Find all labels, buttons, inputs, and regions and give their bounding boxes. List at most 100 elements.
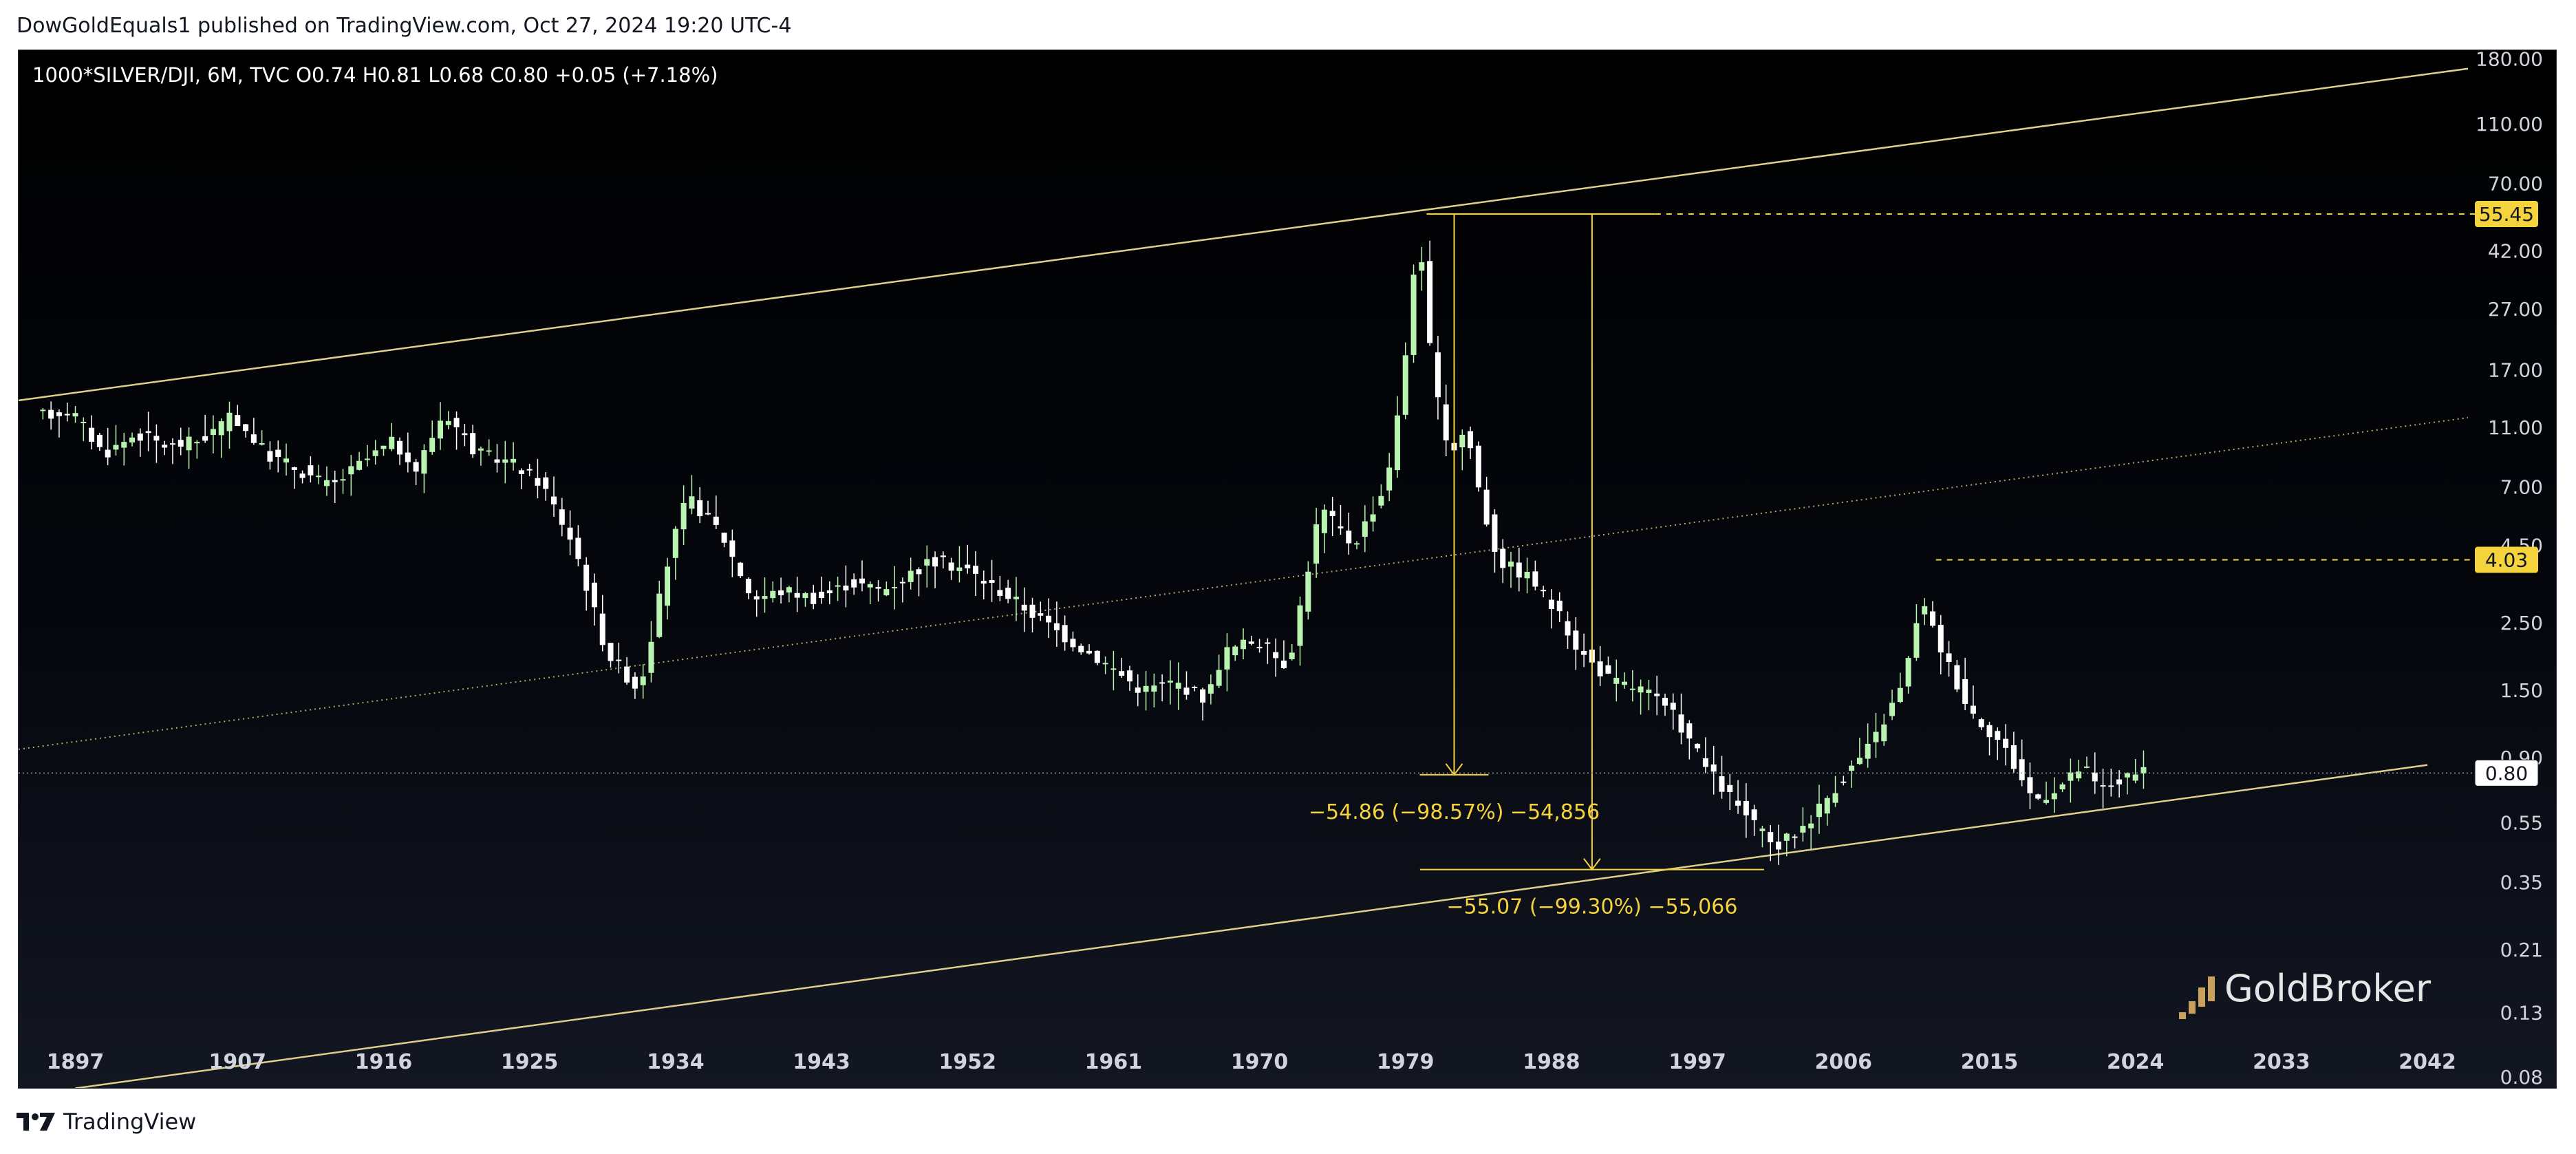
- candle-body: [811, 592, 817, 604]
- candle-body: [908, 570, 914, 582]
- candle-body: [1346, 531, 1352, 544]
- candle-body: [745, 579, 751, 594]
- candle-body: [1053, 623, 1060, 630]
- price-label-box: [2474, 759, 2539, 787]
- candle-body: [1338, 526, 1344, 528]
- tradingview-footer[interactable]: TradingView: [17, 1107, 196, 1137]
- candle-body: [875, 586, 881, 589]
- candle-body: [1929, 611, 1935, 626]
- channel-line-upper: [19, 67, 2469, 402]
- price-tick-label: 2.50: [2500, 612, 2543, 634]
- price-tick-label: 0.35: [2500, 871, 2543, 894]
- price-label: 0.80: [2485, 762, 2528, 784]
- candle-body: [470, 433, 476, 455]
- time-tick-label: 1897: [47, 1050, 105, 1074]
- candle-body: [1776, 842, 1782, 850]
- candle-body: [1419, 262, 1425, 271]
- candle-body: [648, 641, 654, 673]
- goldbroker-wordmark: GoldBroker: [2224, 967, 2432, 1010]
- candle-body: [1783, 833, 1790, 841]
- candle-body: [2132, 774, 2138, 781]
- candle-body: [380, 445, 387, 449]
- candle-body: [1840, 781, 1847, 783]
- candle-body: [997, 590, 1003, 596]
- candle-body: [1192, 686, 1198, 688]
- candle-body: [1402, 355, 1408, 415]
- candle-body: [1792, 836, 1798, 838]
- candle-body: [1800, 826, 1806, 833]
- candle-body: [1200, 689, 1206, 703]
- legend-text: 1000*SILVER/DJI, 6M, TVC O0.74 H0.81 L0.…: [32, 63, 718, 87]
- candle-body: [762, 596, 768, 599]
- time-tick-label: 2042: [2398, 1050, 2456, 1074]
- candle-body: [567, 527, 573, 540]
- candle-body: [1232, 646, 1238, 656]
- candle-body: [608, 643, 614, 661]
- candle-body: [786, 587, 792, 592]
- candle-body: [1386, 467, 1393, 491]
- goldbroker-logo-icon: [2198, 987, 2205, 1007]
- candle-body: [835, 585, 841, 587]
- tradingview-logo-icon: [17, 1113, 55, 1131]
- candle-body: [1119, 671, 1125, 676]
- candle-body: [1735, 800, 1741, 806]
- candle-body: [778, 590, 784, 595]
- candle-body: [323, 480, 330, 487]
- price-chart[interactable]: −54.86 (−98.57%) −54,856 −55.07 (−99.30%)…: [19, 50, 2556, 1088]
- candle-body: [1548, 599, 1554, 610]
- candle-body: [1532, 571, 1538, 587]
- time-tick-label: 1916: [355, 1050, 413, 1074]
- candle-body: [956, 567, 963, 571]
- candle-body: [1865, 743, 1871, 759]
- candle-body: [583, 564, 590, 591]
- candle-body: [1995, 731, 2001, 740]
- candle-body: [632, 676, 638, 689]
- candle-body: [1597, 661, 1603, 676]
- channel-line-lower: [75, 764, 2428, 1088]
- candle-body: [1605, 665, 1611, 674]
- candle-body: [1662, 698, 1668, 706]
- chart-panel[interactable]: −54.86 (−98.57%) −54,856 −55.07 (−99.30%)…: [18, 50, 2557, 1089]
- price-tick-label: 11.00: [2488, 416, 2543, 439]
- candle-body: [1086, 650, 1093, 654]
- time-tick-label: 1988: [1523, 1050, 1580, 1074]
- candle-body: [2083, 766, 2090, 768]
- time-tick-label: 1961: [1085, 1050, 1143, 1074]
- time-tick-label: 1934: [647, 1050, 705, 1074]
- price-tick-label: 110.00: [2476, 113, 2543, 136]
- candle-body: [826, 590, 833, 594]
- time-axis: 1897 1907 1916 1925 1934 1943 1952 1961 1970 1979…: [47, 1050, 2456, 1074]
- candlestick-series: [40, 240, 2147, 865]
- candle-body: [1541, 590, 1547, 592]
- candle-body: [1265, 642, 1271, 644]
- candle-body: [291, 467, 297, 470]
- candle-body: [299, 473, 305, 478]
- candle-body: [308, 465, 314, 476]
- candle-body: [1094, 650, 1100, 663]
- candle-body: [616, 659, 622, 661]
- candle-body: [1556, 600, 1563, 612]
- candle-body: [1500, 548, 1506, 568]
- candle-body: [1354, 543, 1360, 545]
- candle-body: [753, 596, 760, 600]
- publisher-line: DowGoldEquals1 published on TradingView.…: [17, 14, 792, 38]
- candle-body: [1686, 723, 1693, 739]
- candle-body: [713, 516, 719, 525]
- candle-body: [1256, 647, 1263, 649]
- price-tick-label: 7.00: [2500, 476, 2543, 499]
- candle-body: [186, 436, 192, 451]
- measurement-annotations: −54.86 (−98.57%) −54,856 −55.07 (−99.30%)…: [19, 213, 2475, 919]
- candle-body: [1743, 800, 1749, 815]
- price-label: 55.45: [2479, 203, 2534, 226]
- candle-body: [162, 445, 168, 448]
- candle-body: [113, 445, 119, 450]
- candle-body: [1889, 703, 1896, 716]
- candle-body: [697, 500, 703, 517]
- candle-body: [210, 429, 216, 435]
- candle-body: [526, 469, 533, 471]
- candle-body: [1110, 668, 1117, 670]
- candle-body: [680, 503, 687, 530]
- candle-body: [924, 559, 930, 566]
- time-tick-label: 2033: [2253, 1050, 2310, 1074]
- candle-body: [137, 433, 143, 441]
